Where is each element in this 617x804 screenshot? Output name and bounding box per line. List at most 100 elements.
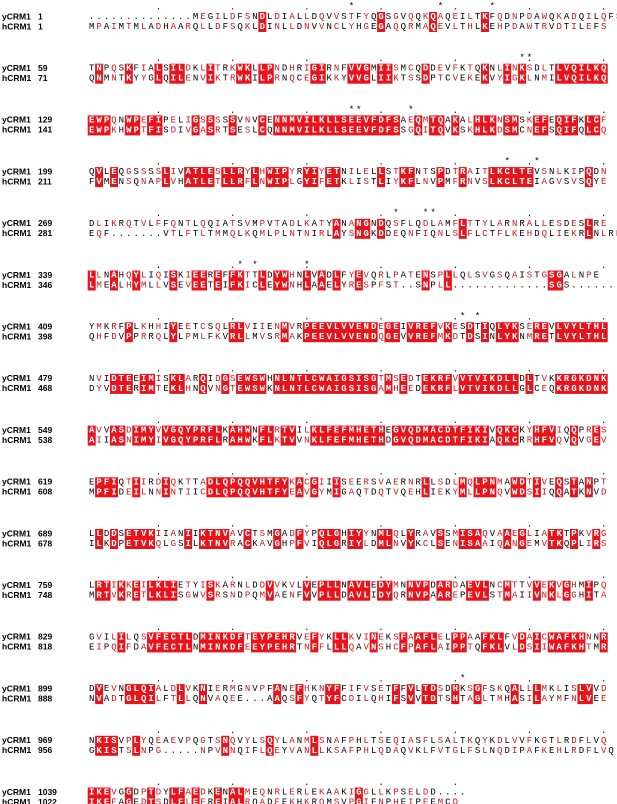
identity-box bbox=[570, 632, 579, 653]
identity-box bbox=[480, 425, 489, 446]
identity-box bbox=[206, 167, 215, 188]
identity-box bbox=[384, 63, 393, 84]
sequence-name: hCRM1 bbox=[2, 487, 32, 497]
sequence-name: yCRM1 bbox=[2, 63, 31, 73]
identity-box bbox=[95, 167, 104, 188]
identity-box bbox=[258, 632, 267, 653]
identity-box bbox=[384, 115, 393, 136]
identity-box bbox=[480, 632, 489, 653]
identity-box bbox=[570, 425, 579, 446]
identity-box bbox=[95, 684, 104, 705]
position-dot: . bbox=[527, 54, 532, 64]
identity-box bbox=[302, 322, 311, 343]
identity-box bbox=[562, 632, 571, 653]
identity-box bbox=[362, 218, 371, 239]
identity-box bbox=[436, 580, 445, 601]
identity-box bbox=[102, 580, 111, 601]
conservation-star: * bbox=[475, 312, 480, 322]
identity-box bbox=[228, 787, 237, 804]
identity-box bbox=[258, 12, 267, 32]
identity-box bbox=[243, 63, 252, 84]
sequence-name: hCRM1 bbox=[2, 383, 32, 393]
identity-box bbox=[555, 632, 564, 653]
identity-box bbox=[139, 684, 148, 705]
position-dot: . bbox=[378, 209, 383, 219]
position-dot: . bbox=[304, 468, 309, 478]
identity-box bbox=[584, 477, 593, 498]
identity-box bbox=[443, 322, 452, 343]
identity-box bbox=[480, 12, 489, 32]
identity-box bbox=[532, 477, 541, 498]
position-dot: . bbox=[453, 519, 458, 529]
position-dot: . bbox=[527, 157, 532, 167]
identity-box bbox=[436, 529, 445, 549]
identity-box bbox=[421, 373, 430, 394]
identity-box bbox=[295, 529, 304, 549]
identity-box bbox=[429, 425, 438, 446]
identity-box bbox=[325, 684, 334, 705]
identity-box bbox=[147, 529, 156, 549]
identity-box bbox=[221, 529, 230, 549]
identity-box bbox=[109, 477, 118, 498]
identity-box bbox=[599, 322, 608, 343]
sequence-name: hCRM1 bbox=[2, 745, 32, 755]
position-dot: . bbox=[304, 209, 309, 219]
start-number: 689 bbox=[38, 528, 52, 538]
identity-box bbox=[117, 580, 126, 601]
position-dot: . bbox=[304, 261, 309, 271]
identity-box bbox=[377, 167, 386, 188]
position-dot: . bbox=[156, 2, 161, 12]
identity-box bbox=[228, 477, 237, 498]
identity-box bbox=[577, 632, 586, 653]
identity-box bbox=[592, 529, 601, 549]
identity-box bbox=[503, 529, 512, 549]
identity-box bbox=[377, 218, 386, 239]
identity-box bbox=[243, 425, 252, 446]
position-dot: . bbox=[527, 364, 532, 374]
identity-box bbox=[325, 580, 334, 601]
identity-box bbox=[213, 787, 222, 804]
identity-box bbox=[391, 684, 400, 705]
identity-box bbox=[547, 580, 556, 601]
identity-box bbox=[109, 373, 118, 394]
sequence-name: hCRM1 bbox=[2, 228, 32, 238]
identity-box bbox=[458, 218, 467, 239]
identity-box bbox=[280, 373, 289, 394]
position-dot: . bbox=[527, 313, 532, 323]
identity-box bbox=[332, 167, 341, 188]
position-dot: . bbox=[601, 519, 606, 529]
identity-box bbox=[317, 322, 326, 343]
position-dot: . bbox=[304, 674, 309, 684]
position-dot: . bbox=[378, 261, 383, 271]
position-dot: . bbox=[156, 364, 161, 374]
identity-box bbox=[555, 270, 564, 291]
identity-box bbox=[191, 115, 200, 136]
identity-box bbox=[555, 529, 564, 549]
identity-box bbox=[310, 322, 319, 343]
identity-box bbox=[584, 63, 593, 84]
identity-box bbox=[458, 373, 467, 394]
position-dot: . bbox=[453, 54, 458, 64]
position-dot: . bbox=[378, 468, 383, 478]
identity-box bbox=[332, 373, 341, 394]
identity-box bbox=[354, 425, 363, 446]
identity-box bbox=[288, 425, 297, 446]
identity-box bbox=[332, 425, 341, 446]
identity-box bbox=[369, 373, 378, 394]
position-dot: . bbox=[601, 623, 606, 633]
identity-box bbox=[488, 167, 497, 188]
identity-box bbox=[451, 115, 460, 136]
position-dot: . bbox=[230, 674, 235, 684]
identity-box bbox=[332, 477, 341, 498]
identity-box bbox=[199, 632, 208, 653]
identity-box bbox=[592, 322, 601, 343]
position-dot: . bbox=[156, 778, 161, 788]
identity-box bbox=[599, 632, 608, 653]
identity-box bbox=[362, 322, 371, 343]
identity-box bbox=[488, 115, 497, 136]
position-dot: . bbox=[304, 157, 309, 167]
